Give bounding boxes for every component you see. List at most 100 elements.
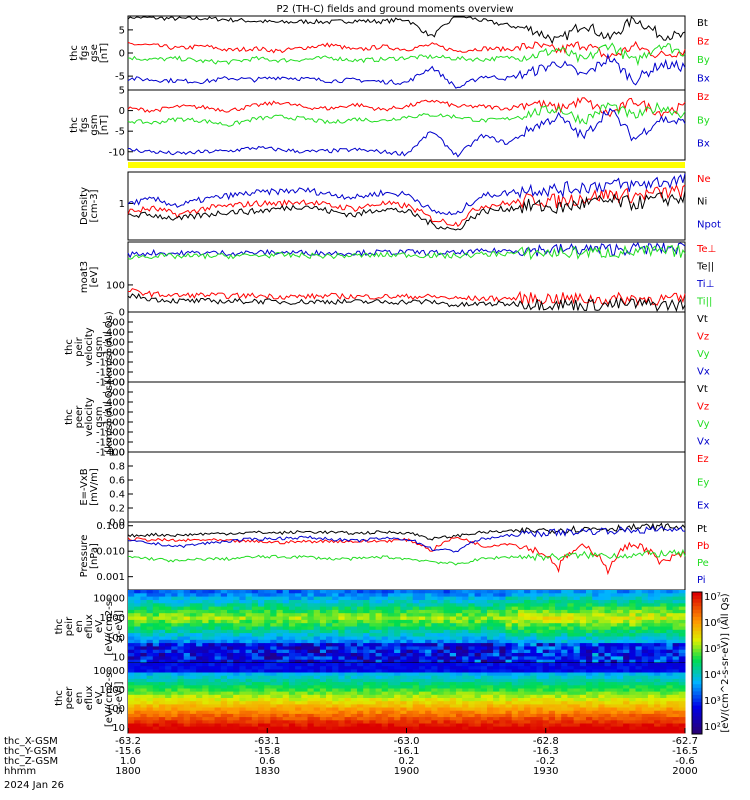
spectrogram-cell: [623, 723, 630, 728]
spectrogram-cell: [344, 726, 352, 731]
spectrogram-cell: [456, 672, 463, 677]
spectrogram-cell: [579, 720, 587, 724]
spectrogram-cell: [418, 675, 426, 680]
spectrogram-cell: [499, 729, 506, 734]
spectrogram-cell: [258, 713, 265, 718]
spectrogram-cell: [177, 675, 185, 680]
spectrogram-cell: [604, 682, 612, 686]
spectrogram-cell: [629, 636, 636, 641]
spectrogram-cell: [579, 691, 587, 696]
spectrogram-cell: [487, 698, 494, 702]
spectrogram-cell: [295, 666, 302, 670]
spectrogram-cell: [449, 593, 457, 598]
spectrogram-cell: [134, 710, 141, 715]
spectrogram-cell: [517, 659, 525, 664]
spectrogram-cell: [295, 663, 302, 667]
spectrogram-cell: [536, 669, 544, 674]
chart-title: P2 (TH-C) fields and ground moments over…: [276, 4, 513, 15]
spectrogram-cell: [437, 723, 445, 728]
colorbar-segment: [692, 613, 702, 618]
colorbar-segment: [692, 648, 702, 653]
spectrogram-cell: [394, 623, 401, 627]
spectrogram-cell: [536, 707, 544, 712]
spectrogram-cell: [400, 707, 407, 712]
spectrogram-cell: [400, 646, 407, 651]
spectrogram-cell: [443, 656, 451, 661]
spectrogram-cell: [369, 694, 377, 699]
spectrogram-cell: [629, 619, 636, 624]
spectrogram-cell: [177, 656, 185, 661]
spectrogram-cell: [183, 691, 191, 696]
spectrogram-cell: [524, 593, 531, 598]
spectrogram-cell: [326, 698, 333, 702]
spectrogram-cell: [220, 643, 228, 647]
spectrogram-cell: [239, 710, 247, 715]
spectrogram-cell: [363, 675, 370, 680]
spectrogram-cell: [474, 663, 482, 667]
ytick-label-peer_velocity: -1200: [96, 438, 125, 449]
spectrogram-cell: [369, 619, 377, 624]
spectrogram-cell: [357, 653, 364, 657]
spectrogram-cell: [406, 609, 414, 614]
spectrogram-cell: [270, 685, 277, 689]
spectrogram-cell: [530, 636, 537, 641]
spectrogram-cell: [301, 606, 308, 611]
spectrogram-cell: [363, 629, 370, 634]
spectrogram-cell: [369, 649, 377, 654]
spectrogram-cell: [666, 636, 674, 641]
spectrogram-cell: [555, 688, 562, 693]
spectrogram-cell: [561, 691, 568, 696]
spectrogram-cell: [387, 643, 395, 647]
spectrogram-cell: [536, 603, 544, 608]
spectrogram-cell: [623, 609, 630, 614]
spectrogram-cell: [239, 698, 247, 702]
spectrogram-cell: [499, 646, 506, 651]
spectrogram-cell: [598, 590, 606, 594]
spectrogram-cell: [319, 616, 327, 621]
spectrogram-cell: [647, 685, 655, 689]
spectrogram-cell: [641, 626, 649, 631]
spectrogram-cell: [245, 698, 253, 702]
spectrogram-cell: [567, 704, 575, 709]
spectrogram-cell: [239, 596, 247, 601]
spectrogram-cell: [567, 600, 575, 604]
spectrogram-cell: [270, 694, 277, 699]
colorbar-segment: [692, 730, 702, 735]
spectrogram-cell: [635, 606, 643, 611]
spectrogram-cell: [381, 656, 389, 661]
spectrogram-cell: [524, 710, 531, 715]
spectrogram-cell: [437, 646, 445, 651]
spectrogram-cell: [387, 726, 395, 731]
spectrogram-cell: [158, 726, 166, 731]
spectrogram-cell: [276, 688, 284, 693]
spectrogram-cell: [171, 600, 178, 604]
spectrogram-cell: [561, 656, 568, 661]
spectrogram-cell: [338, 616, 346, 621]
spectrogram-cell: [387, 626, 395, 631]
flag-bar: [128, 162, 685, 168]
spectrogram-cell: [171, 691, 178, 696]
legend-pressure-Pt: Pt: [697, 524, 707, 535]
spectrogram-cell: [208, 717, 216, 721]
spectrogram-cell: [406, 656, 414, 661]
spectrogram-cell: [288, 603, 296, 608]
spectrogram-cell: [598, 633, 606, 637]
spectrogram-cell: [462, 713, 469, 718]
spectrogram-cell: [616, 682, 624, 686]
spectrogram-cell: [604, 717, 612, 721]
spectrogram-cell: [233, 606, 240, 611]
spectrogram-cell: [196, 623, 203, 627]
spectrogram-cell: [171, 713, 178, 718]
spectrogram-cell: [443, 603, 451, 608]
spectrogram-cell: [158, 666, 166, 670]
spectrogram-cell: [678, 593, 686, 598]
spectrogram-cell: [610, 619, 618, 624]
spectrogram-cell: [239, 720, 247, 724]
spectrogram-cell: [511, 717, 519, 721]
spectrogram-cell: [616, 639, 624, 644]
spectrogram-cell: [610, 669, 618, 674]
spectrogram-cell: [567, 726, 575, 731]
spectrogram-cell: [189, 596, 197, 601]
spectrogram-cell: [598, 672, 606, 677]
spectrogram-cell: [128, 723, 135, 728]
